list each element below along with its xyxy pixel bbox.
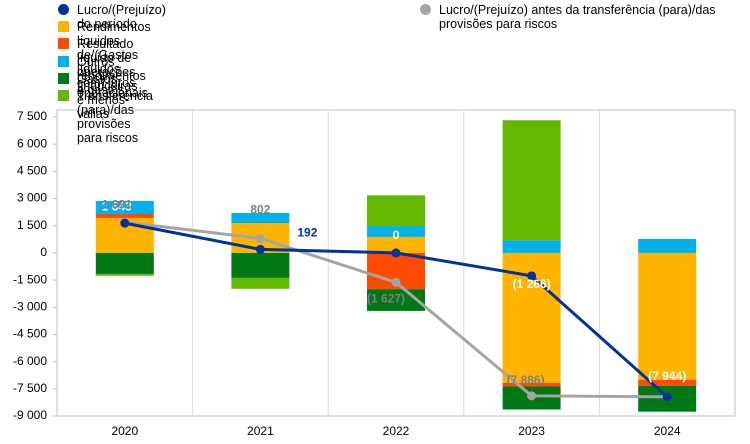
legend-swatch [58, 72, 69, 84]
line-marker [120, 218, 130, 228]
line-marker [527, 271, 537, 281]
bar-segment [638, 252, 697, 380]
bar-segment [638, 238, 697, 253]
line-marker [527, 391, 537, 401]
y-tick-label: -9 000 [13, 408, 47, 422]
bar-segment [231, 252, 290, 278]
legend-label: Lucro/(Prejuízo) do período [77, 3, 166, 31]
bar-segment [502, 120, 561, 241]
bar-segment [367, 226, 425, 237]
y-tick-label: -1 500 [13, 272, 47, 286]
y-tick-label: 0 [40, 245, 47, 259]
bar-segment [95, 200, 154, 214]
bar-segment [367, 236, 425, 253]
bar-segment [367, 195, 425, 227]
data-label: 802 [250, 203, 270, 217]
x-tick-label: 2021 [247, 424, 274, 438]
legend-item: Gastos operacionais [58, 72, 148, 100]
legend-swatch [58, 38, 69, 50]
x-tick-label: 2024 [654, 424, 681, 438]
legend-swatch [58, 55, 69, 67]
legend-label: Gastos operacionais [77, 71, 148, 100]
legend-item: Resultado líquido de operações financeir… [58, 37, 137, 121]
y-tick-label: 6 000 [17, 136, 47, 150]
legend-swatch [420, 4, 431, 15]
y-tick-label: 4 500 [17, 164, 47, 178]
legend-swatch [58, 21, 69, 32]
legend-label: Rendimentos líquidos de/(Gastos líquidos… [77, 20, 151, 90]
legend-item: Outros rendimentos e gastos [58, 55, 146, 97]
y-tick-label: 3 000 [17, 191, 47, 205]
y-tick-label: 1 500 [17, 218, 47, 232]
bar-segment [95, 273, 154, 276]
y-tick-label: -4 500 [13, 327, 47, 341]
legend-item: Lucro/(Prejuízo) antes da transferência … [420, 3, 720, 31]
bar-segment [638, 379, 697, 386]
line-marker [662, 392, 672, 402]
bar-segment [231, 213, 290, 224]
legend-item: Rendimentos líquidos de/(Gastos líquidos… [58, 20, 151, 90]
legend-swatch [58, 4, 69, 15]
legend-label: Outros rendimentos e gastos [77, 54, 146, 97]
y-tick-label: 7 500 [17, 109, 47, 123]
plot-frame [56, 109, 736, 417]
legend-label: Transferência (para)/das provisões para … [77, 89, 153, 146]
legend-swatch [58, 90, 69, 102]
x-tick-label: 2023 [518, 424, 545, 438]
data-label: 192 [297, 226, 317, 240]
line-marker [255, 233, 265, 243]
line-marker [391, 277, 401, 287]
legend-label: Lucro/(Prejuízo) antes da transferência … [439, 3, 716, 31]
bar-segment [95, 213, 154, 218]
data-label: (1 627) [367, 292, 405, 306]
data-label: (7 886) [507, 373, 545, 387]
y-tick-label: -7 500 [13, 381, 47, 395]
bar-segment [95, 252, 154, 274]
legend-label: Resultado líquido de operações financeir… [77, 37, 138, 122]
bar-segment [502, 240, 561, 253]
data-label: 1 643 [102, 199, 132, 213]
legend-item: Lucro/(Prejuízo) do período [58, 3, 166, 31]
data-label: (7 944) [648, 369, 686, 383]
x-tick-label: 2022 [383, 424, 410, 438]
line-marker [391, 248, 401, 258]
line-marker [255, 244, 265, 254]
y-tick-label: -6 000 [13, 354, 47, 368]
y-tick-label: -3 000 [13, 299, 47, 313]
data-label: 1 691 [102, 197, 132, 211]
bar-segment [231, 277, 290, 289]
x-tick-label: 2020 [111, 424, 138, 438]
legend-item: Transferência (para)/das provisões para … [58, 89, 153, 145]
data-label: 0 [393, 228, 400, 242]
bar-segment [502, 382, 561, 387]
data-label: (1 266) [513, 277, 551, 291]
